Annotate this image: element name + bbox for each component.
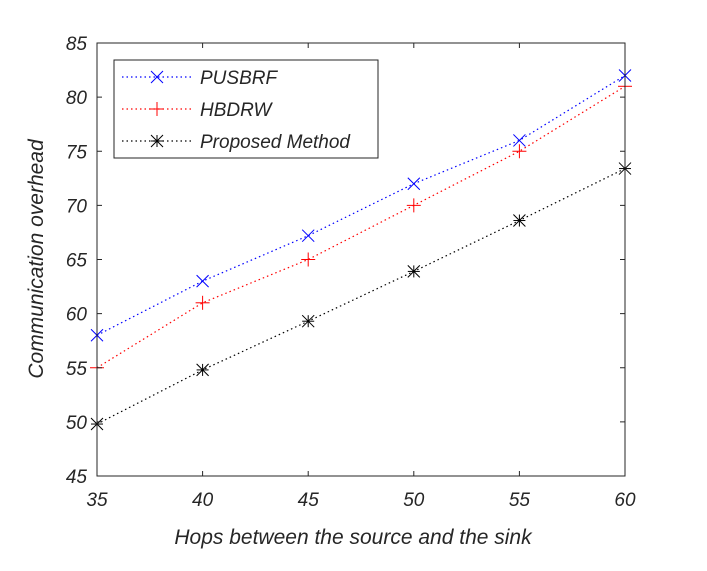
y-tick-label: 80 [66,88,88,109]
legend-item: PUSBRF [122,68,278,89]
data-point [196,274,209,288]
x-tick-label: 50 [403,490,425,511]
data-point [513,134,526,147]
x-axis-label: Hops between the source and the sink [174,526,533,549]
y-tick-label: 70 [66,196,88,217]
series-line [96,85,626,369]
legend: PUSBRF HBDRW Proposed Method [113,59,379,159]
data-point [301,229,315,243]
y-axis-label: Communication overhead [25,138,48,379]
x-tick-label: 55 [509,490,531,511]
series-line [96,168,626,425]
y-tick-label: 65 [66,251,88,272]
data-point [196,363,209,377]
y-tick-label: 55 [66,359,88,380]
data-point [407,177,421,191]
x-tick-label: 45 [298,490,320,511]
y-tick-label: 75 [66,142,88,163]
legend-marker [150,70,164,84]
legend-label: PUSBRF [200,68,278,89]
y-tick-label: 50 [66,413,88,434]
data-point [195,295,210,310]
data-point [301,314,315,328]
legend-item: HBDRW [122,100,273,121]
data-point [407,265,421,278]
y-tick-label: 60 [66,305,88,326]
data-point [513,214,526,227]
data-point [512,144,527,159]
legend-marker [150,102,164,116]
y-tick-label: 85 [66,34,88,55]
ticks-layer: 35 40 45 50 55 60 45 50 55 60 65 70 75 80 85 [66,34,636,511]
legend-label: Proposed Method [200,132,351,153]
legend-item: Proposed Method [122,132,351,153]
x-tick-label: 35 [86,490,108,511]
legend-label: HBDRW [200,100,273,121]
x-tick-label: 60 [614,490,636,511]
x-tick-label: 40 [192,490,214,511]
series-line [96,74,626,336]
y-tick-label: 45 [66,467,88,488]
data-point [406,198,421,213]
legend-marker [150,134,164,148]
data-point [301,252,316,267]
